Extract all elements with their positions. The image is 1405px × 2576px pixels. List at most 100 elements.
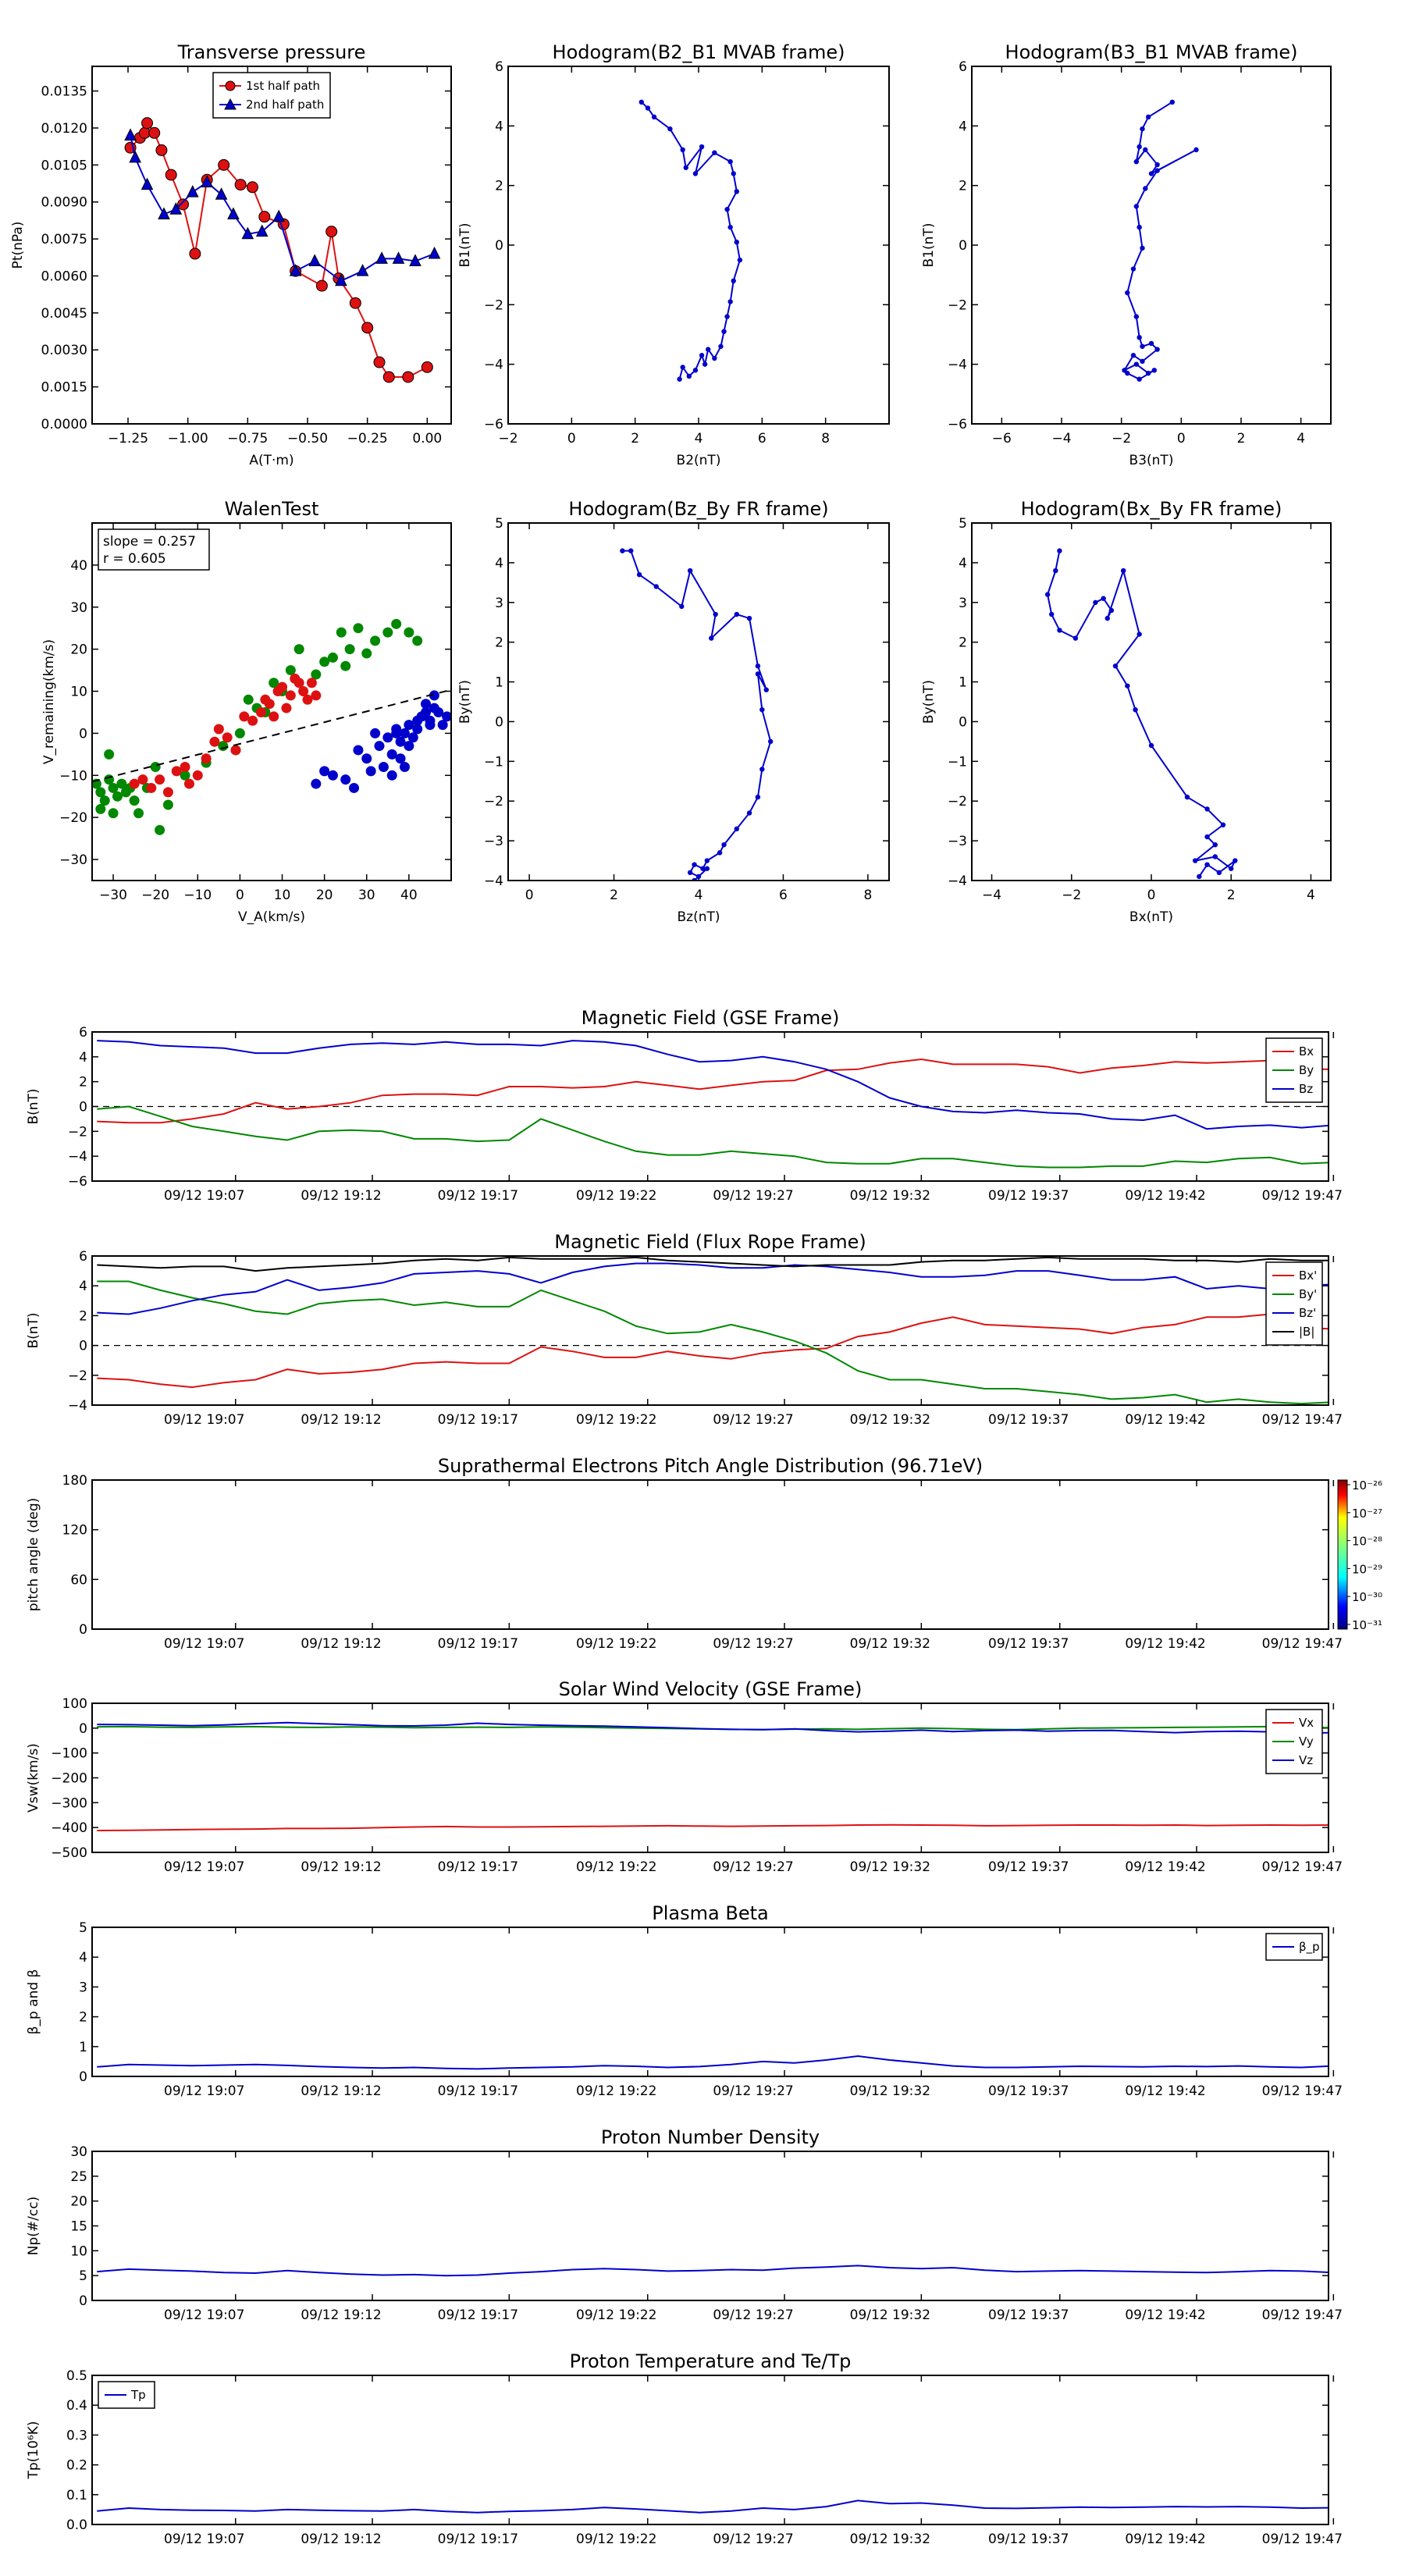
series bbox=[97, 1256, 1329, 1272]
legend-label: Bx' bbox=[1299, 1268, 1317, 1283]
data-point bbox=[1053, 568, 1058, 574]
scatter-point bbox=[269, 678, 279, 688]
data-point bbox=[140, 177, 154, 190]
x-tick-label: 09/12 19:07 bbox=[164, 1412, 244, 1428]
y-tick-label: −300 bbox=[51, 1795, 87, 1811]
x-tick-label: 09/12 19:22 bbox=[576, 1859, 656, 1875]
plot-border bbox=[91, 1479, 1329, 1630]
data-point bbox=[755, 664, 761, 669]
data-point bbox=[638, 99, 644, 105]
plot-area bbox=[1044, 548, 1238, 880]
data-point bbox=[692, 862, 697, 867]
data-point bbox=[699, 144, 705, 150]
x-tick-label: 0 bbox=[567, 431, 576, 447]
chart-title: Hodogram(Bz_By FR frame) bbox=[568, 498, 828, 520]
legend-label: Vx bbox=[1299, 1716, 1314, 1730]
y-tick-label: −2 bbox=[68, 1124, 87, 1140]
scatter-point bbox=[399, 728, 410, 738]
series bbox=[620, 548, 774, 881]
data-point bbox=[767, 738, 774, 745]
data-point bbox=[734, 239, 739, 245]
data-point bbox=[680, 147, 685, 153]
plot-border bbox=[91, 1255, 1329, 1406]
y-tick-label: −100 bbox=[51, 1746, 87, 1762]
series-line bbox=[97, 2265, 1329, 2277]
x-tick-label: 0 bbox=[1177, 431, 1186, 447]
chart-title: Transverse pressure bbox=[177, 41, 366, 63]
y-axis-label: β_p and β bbox=[26, 1969, 41, 2035]
y-tick-label: −200 bbox=[51, 1771, 87, 1787]
x-tick-label: 6 bbox=[779, 888, 788, 903]
data-point bbox=[677, 376, 682, 382]
y-tick-label: 3 bbox=[959, 596, 967, 611]
data-point bbox=[687, 568, 693, 574]
legend-label: Bz' bbox=[1299, 1306, 1316, 1320]
data-point bbox=[325, 226, 338, 238]
data-point bbox=[1133, 158, 1140, 165]
x-tick-label: 09/12 19:32 bbox=[850, 2532, 930, 2547]
x-tick-label: −30 bbox=[99, 888, 127, 903]
scatter-point bbox=[209, 736, 220, 747]
data-point bbox=[428, 246, 441, 259]
data-point bbox=[628, 548, 634, 553]
y-tick-label: 100 bbox=[62, 1696, 87, 1712]
colorbar-label: 10⁻²⁹ bbox=[1352, 1562, 1382, 1576]
scatter-point bbox=[108, 782, 119, 793]
x-tick-label: −2 bbox=[1062, 888, 1081, 903]
y-tick-label: −6 bbox=[948, 417, 967, 432]
x-tick-label: 0 bbox=[236, 888, 244, 903]
data-point bbox=[1133, 314, 1140, 319]
data-point bbox=[1133, 706, 1138, 713]
x-tick-label: 09/12 19:17 bbox=[438, 1636, 518, 1652]
legend-marker bbox=[224, 98, 237, 110]
data-point bbox=[361, 322, 374, 334]
x-tick-label: 6 bbox=[758, 431, 767, 447]
x-axis: 09/12 19:07 09/12 19:12 09/12 19:17 09/12 1… bbox=[164, 1480, 1343, 1652]
data-point bbox=[1072, 635, 1079, 641]
data-point bbox=[1148, 340, 1154, 347]
scatter-point bbox=[171, 766, 182, 777]
legend-label: 2nd half path bbox=[246, 98, 324, 112]
x-tick-label: 09/12 19:12 bbox=[301, 2083, 381, 2099]
x-tick-label: −6 bbox=[992, 431, 1012, 447]
x-tick-label: 2 bbox=[631, 431, 639, 447]
y-tick-label: −4 bbox=[948, 873, 967, 889]
plot-border bbox=[91, 1031, 1329, 1182]
data-point bbox=[177, 198, 190, 211]
y-axis: −6 −4 −2 0 2 4 6 bbox=[484, 59, 889, 432]
y-tick-label: 5 bbox=[495, 516, 503, 532]
data-point bbox=[1220, 822, 1226, 827]
data-point bbox=[234, 179, 247, 191]
y-tick-label: 0 bbox=[959, 714, 967, 730]
x-tick-label: 09/12 19:32 bbox=[850, 1859, 930, 1875]
scatter-point bbox=[429, 690, 439, 701]
x-tick-label: 09/12 19:32 bbox=[850, 1412, 930, 1428]
scatter-point bbox=[129, 795, 140, 806]
data-point bbox=[667, 126, 673, 132]
chart-h2: Hodogram(B3_B1 MVAB frame) −6 −4 −2 0 2 4 6 −6 −4… bbox=[921, 41, 1332, 468]
x-axis-label: B3(nT) bbox=[1129, 453, 1174, 468]
y-tick-label: 4 bbox=[495, 556, 503, 571]
y-axis-label: Np(#/cc) bbox=[26, 2197, 41, 2255]
x-tick-label: 09/12 19:22 bbox=[576, 2307, 656, 2323]
scatter-point bbox=[243, 694, 254, 705]
data-point bbox=[1184, 794, 1190, 800]
data-point bbox=[1143, 186, 1148, 191]
y-tick-label: 0 bbox=[79, 1721, 87, 1737]
y-tick-label: −2 bbox=[484, 297, 503, 313]
data-point bbox=[1143, 147, 1148, 153]
x-tick-label: 09/12 19:27 bbox=[713, 2532, 793, 2547]
y-tick-label: 30 bbox=[70, 600, 87, 616]
scatter-point bbox=[361, 753, 372, 764]
x-tick-label: −20 bbox=[141, 888, 169, 903]
x-tick-label: 09/12 19:32 bbox=[850, 1188, 930, 1204]
y-tick-label: 6 bbox=[959, 59, 967, 75]
y-axis: 0 1 2 3 4 5 bbox=[79, 1920, 1329, 2085]
plot-border bbox=[91, 66, 452, 425]
data-point bbox=[746, 810, 752, 816]
legend: Bx By Bz bbox=[1265, 1037, 1323, 1103]
y-tick-label: −4 bbox=[948, 358, 967, 373]
x-tick-label: −4 bbox=[1051, 431, 1071, 447]
scatter-point bbox=[180, 762, 190, 773]
